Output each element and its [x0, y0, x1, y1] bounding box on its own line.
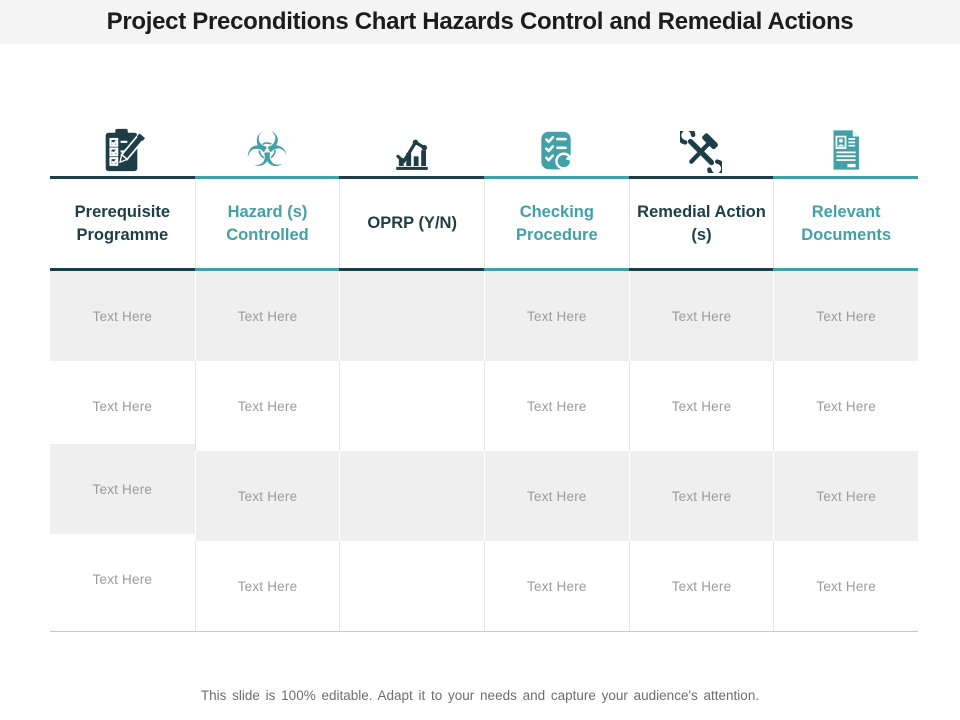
- column-header-prerequisite-programme: Prerequisite Programme: [50, 179, 195, 268]
- bar-chart-icon: [395, 139, 428, 170]
- table-cell: Text Here: [194, 541, 340, 631]
- table-cell: [339, 361, 484, 451]
- column-accent-bar: [50, 268, 195, 271]
- icon-cell-remedial-actions: [628, 128, 774, 176]
- column-header-checking-procedure: Checking Procedure: [484, 179, 629, 268]
- preconditions-table: ☣: [50, 122, 918, 631]
- column-accent-bar: [484, 176, 629, 179]
- biohazard-icon: ☣: [245, 122, 289, 178]
- slide-title: Project Preconditions Chart Hazards Cont…: [106, 8, 854, 35]
- icon-cell-hazards-controlled: ☣: [194, 122, 340, 178]
- column-accent-bar: [50, 176, 195, 179]
- icon-cell-oprp: [339, 128, 484, 176]
- table-cell: Text Here: [50, 361, 195, 451]
- column-accent-bar: [773, 176, 918, 179]
- column-accent-bar: [484, 268, 629, 271]
- table-cell: Text Here: [773, 271, 918, 361]
- table-cell: Text Here: [50, 444, 195, 534]
- column-accent-bar: [628, 268, 774, 271]
- table-bottom-border: [50, 631, 918, 632]
- table-cell: [339, 451, 484, 541]
- table-cell: Text Here: [628, 271, 774, 361]
- column-header-hazards-controlled: Hazard (s) Controlled: [194, 179, 340, 268]
- table-cell: Text Here: [773, 541, 918, 631]
- icon-cell-relevant-documents: [773, 128, 918, 176]
- table-cell: Text Here: [194, 361, 340, 451]
- column-accent-bar: [628, 176, 774, 179]
- table-cell: [339, 271, 484, 361]
- table-cell: Text Here: [773, 451, 918, 541]
- column-header-relevant-documents: Relevant Documents: [773, 179, 918, 268]
- column-accent-bar: [339, 176, 484, 179]
- document-icon: [833, 130, 859, 170]
- table-cell: Text Here: [194, 271, 340, 361]
- table-cell: Text Here: [628, 541, 774, 631]
- table-cell: Text Here: [484, 451, 629, 541]
- column-accent-bar: [194, 176, 340, 179]
- table-cell: [339, 541, 484, 631]
- table-cell: Text Here: [484, 541, 629, 631]
- checklist-refresh-icon: [541, 131, 573, 170]
- table-cell: Text Here: [773, 361, 918, 451]
- table-cell: Text Here: [484, 361, 629, 451]
- column-accent-bar: [339, 268, 484, 271]
- table-cell: Text Here: [50, 534, 195, 624]
- table-cell: Text Here: [484, 271, 629, 361]
- table-cell: Text Here: [628, 451, 774, 541]
- column-accent-bar: [194, 268, 340, 271]
- editable-note: This slide is 100% editable. Adapt it to…: [200, 688, 760, 703]
- column-accent-bar: [773, 268, 918, 271]
- tools-icon: [679, 131, 722, 173]
- icon-cell-checking-procedure: [484, 128, 629, 176]
- column-header-remedial-actions: Remedial Action (s): [628, 179, 774, 268]
- table-cell: Text Here: [50, 271, 195, 361]
- icon-cell-prerequisite-programme: [50, 128, 195, 176]
- title-band: Project Preconditions Chart Hazards Cont…: [0, 0, 960, 44]
- table-cell: Text Here: [194, 451, 340, 541]
- column-header-oprp: OPRP (Y/N): [339, 179, 484, 268]
- clipboard-checklist-icon: [106, 128, 146, 172]
- table-cell: Text Here: [628, 361, 774, 451]
